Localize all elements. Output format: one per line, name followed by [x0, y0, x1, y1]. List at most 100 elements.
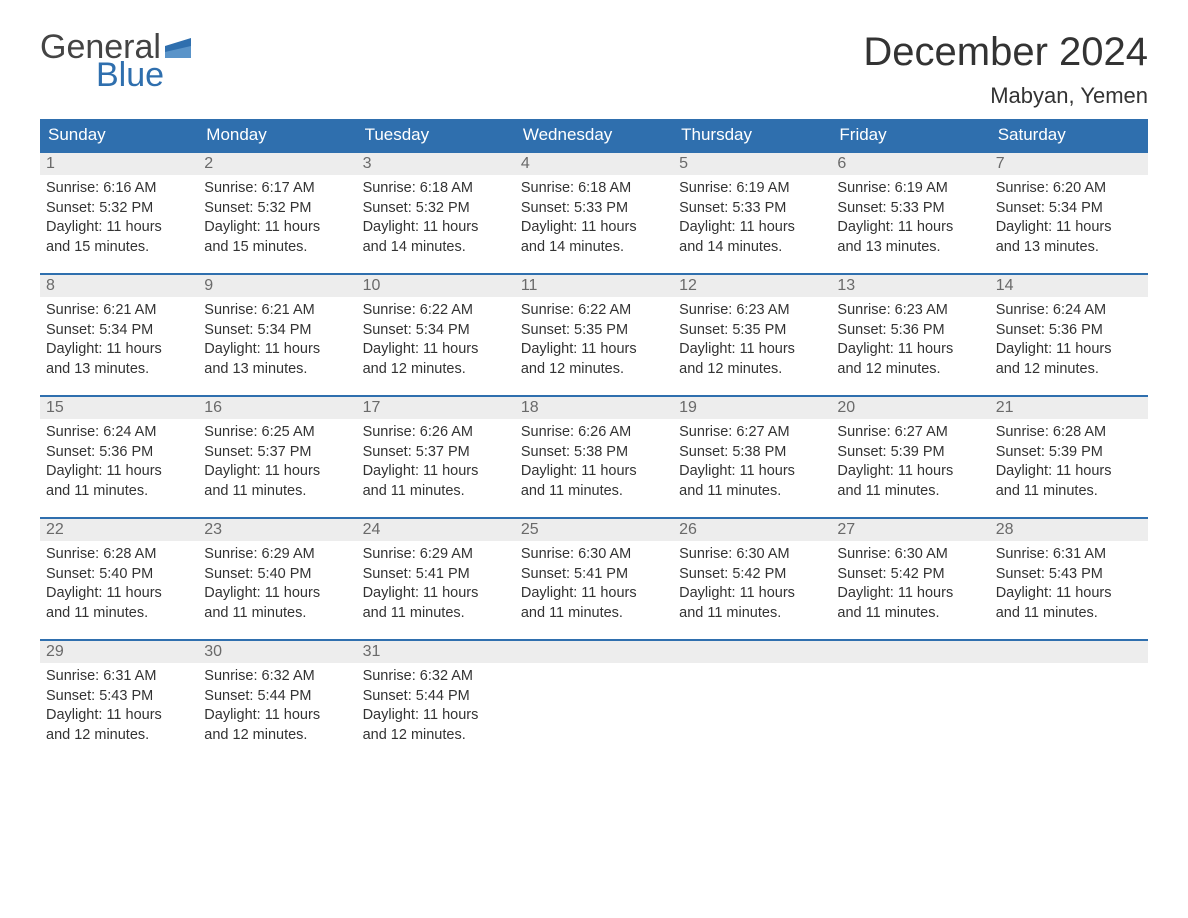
daylight-line1: Daylight: 11 hours	[46, 340, 192, 360]
day-number: 10	[357, 275, 515, 297]
daylight-line1: Daylight: 11 hours	[521, 462, 667, 482]
daylight-line1: Daylight: 11 hours	[204, 584, 350, 604]
day-details: Sunrise: 6:24 AMSunset: 5:36 PMDaylight:…	[40, 419, 198, 511]
daylight-line2: and 11 minutes.	[679, 604, 825, 624]
sunset-line: Sunset: 5:36 PM	[837, 321, 983, 341]
day-number: 8	[40, 275, 198, 297]
day-number-empty	[673, 641, 831, 663]
day-details: Sunrise: 6:23 AMSunset: 5:35 PMDaylight:…	[673, 297, 831, 389]
day-details: Sunrise: 6:22 AMSunset: 5:34 PMDaylight:…	[357, 297, 515, 389]
page-header: General Blue December 2024 Mabyan, Yemen	[40, 30, 1148, 109]
daylight-line2: and 11 minutes.	[204, 604, 350, 624]
daylight-line1: Daylight: 11 hours	[679, 584, 825, 604]
daylight-line1: Daylight: 11 hours	[996, 584, 1142, 604]
calendar-day-cell: 20Sunrise: 6:27 AMSunset: 5:39 PMDayligh…	[831, 396, 989, 518]
day-number: 22	[40, 519, 198, 541]
calendar-week-row: 1 Sunrise: 6:16 AMSunset: 5:32 PM Daylight…	[40, 152, 1148, 274]
calendar-table: Sunday Monday Tuesday Wednesday Thursday…	[40, 119, 1148, 762]
daylight-line1: Daylight: 11 hours	[363, 340, 509, 360]
sunset-line: Sunset: 5:36 PM	[46, 443, 192, 463]
calendar-day-cell: 5Sunrise: 6:19 AMSunset: 5:33 PMDaylight…	[673, 152, 831, 274]
day-number-empty	[990, 641, 1148, 663]
day-number: 7	[990, 153, 1148, 175]
sunset-line: Sunset: 5:42 PM	[679, 565, 825, 585]
sunrise-line: Sunrise: 6:31 AM	[46, 667, 192, 687]
sunrise-line: Sunrise: 6:27 AM	[837, 423, 983, 443]
day-details: Sunrise: 6:29 AMSunset: 5:41 PMDaylight:…	[357, 541, 515, 633]
calendar-day-cell	[515, 640, 673, 762]
day-number: 11	[515, 275, 673, 297]
sunrise-line: Sunrise: 6:20 AM	[996, 179, 1142, 199]
weekday-header: Wednesday	[515, 119, 673, 152]
day-number: 1	[40, 153, 198, 175]
daylight-line2: and 14 minutes.	[679, 238, 825, 258]
weekday-header: Friday	[831, 119, 989, 152]
calendar-week-row: 15Sunrise: 6:24 AMSunset: 5:36 PMDayligh…	[40, 396, 1148, 518]
sunrise-line: Sunrise: 6:29 AM	[363, 545, 509, 565]
calendar-day-cell: 9Sunrise: 6:21 AMSunset: 5:34 PMDaylight…	[198, 274, 356, 396]
calendar-week-row: 29Sunrise: 6:31 AMSunset: 5:43 PMDayligh…	[40, 640, 1148, 762]
sunrise-line: Sunrise: 6:18 AM	[363, 179, 509, 199]
day-number: 29	[40, 641, 198, 663]
sunrise-line: Sunrise: 6:26 AM	[521, 423, 667, 443]
sunrise-line: Sunrise: 6:23 AM	[679, 301, 825, 321]
day-details: Sunrise: 6:21 AMSunset: 5:34 PMDaylight:…	[40, 297, 198, 389]
daylight-line1: Daylight: 11 hours	[837, 340, 983, 360]
daylight-line2: and 11 minutes.	[46, 482, 192, 502]
day-number: 28	[990, 519, 1148, 541]
sunrise-line: Sunrise: 6:19 AM	[837, 179, 983, 199]
sunset-line: Sunset: 5:34 PM	[204, 321, 350, 341]
sunset-line: Sunset: 5:33 PM	[521, 199, 667, 219]
day-number: 13	[831, 275, 989, 297]
calendar-day-cell: 25Sunrise: 6:30 AMSunset: 5:41 PMDayligh…	[515, 518, 673, 640]
daylight-line1: Daylight: 11 hours	[679, 340, 825, 360]
day-details: Sunrise: 6:19 AMSunset: 5:33 PMDaylight:…	[831, 175, 989, 267]
daylight-line2: and 12 minutes.	[363, 360, 509, 380]
sunrise-line: Sunrise: 6:21 AM	[204, 301, 350, 321]
logo: General Blue	[40, 30, 191, 92]
sunrise-line: Sunrise: 6:25 AM	[204, 423, 350, 443]
weekday-header: Saturday	[990, 119, 1148, 152]
daylight-line2: and 14 minutes.	[521, 238, 667, 258]
sunrise-line: Sunrise: 6:18 AM	[521, 179, 667, 199]
daylight-line2: and 11 minutes.	[837, 482, 983, 502]
calendar-day-cell: 30Sunrise: 6:32 AMSunset: 5:44 PMDayligh…	[198, 640, 356, 762]
weekday-header-row: Sunday Monday Tuesday Wednesday Thursday…	[40, 119, 1148, 152]
daylight-line1: Daylight: 11 hours	[46, 462, 192, 482]
sunrise-line: Sunrise: 6:19 AM	[679, 179, 825, 199]
day-details: Sunrise: 6:18 AMSunset: 5:33 PMDaylight:…	[515, 175, 673, 267]
daylight-line1: Daylight: 11 hours	[521, 218, 667, 238]
logo-word2: Blue	[40, 58, 191, 92]
day-number: 4	[515, 153, 673, 175]
sunrise-line: Sunrise: 6:24 AM	[996, 301, 1142, 321]
sunrise-line: Sunrise: 6:22 AM	[521, 301, 667, 321]
day-details: Sunrise: 6:17 AMSunset: 5:32 PMDaylight:…	[198, 175, 356, 267]
daylight-line1: Daylight: 11 hours	[363, 706, 509, 726]
daylight-line2: and 11 minutes.	[363, 482, 509, 502]
sunset-line: Sunset: 5:32 PM	[46, 199, 192, 219]
daylight-line2: and 12 minutes.	[46, 726, 192, 746]
day-details: Sunrise: 6:31 AMSunset: 5:43 PMDaylight:…	[40, 663, 198, 755]
day-details: Sunrise: 6:28 AMSunset: 5:39 PMDaylight:…	[990, 419, 1148, 511]
calendar-day-cell: 22Sunrise: 6:28 AMSunset: 5:40 PMDayligh…	[40, 518, 198, 640]
day-number: 26	[673, 519, 831, 541]
daylight-line2: and 12 minutes.	[837, 360, 983, 380]
day-number: 23	[198, 519, 356, 541]
sunrise-line: Sunrise: 6:28 AM	[996, 423, 1142, 443]
daylight-line2: and 13 minutes.	[204, 360, 350, 380]
sunset-line: Sunset: 5:39 PM	[837, 443, 983, 463]
calendar-day-cell: 18Sunrise: 6:26 AMSunset: 5:38 PMDayligh…	[515, 396, 673, 518]
sunset-line: Sunset: 5:33 PM	[679, 199, 825, 219]
daylight-line2: and 12 minutes.	[204, 726, 350, 746]
daylight-line1: Daylight: 11 hours	[996, 218, 1142, 238]
calendar-day-cell: 15Sunrise: 6:24 AMSunset: 5:36 PMDayligh…	[40, 396, 198, 518]
daylight-line2: and 11 minutes.	[363, 604, 509, 624]
month-title: December 2024	[863, 30, 1148, 75]
day-details: Sunrise: 6:32 AMSunset: 5:44 PMDaylight:…	[357, 663, 515, 755]
calendar-day-cell: 13Sunrise: 6:23 AMSunset: 5:36 PMDayligh…	[831, 274, 989, 396]
sunrise-line: Sunrise: 6:16 AM	[46, 179, 192, 199]
sunrise-line: Sunrise: 6:31 AM	[996, 545, 1142, 565]
day-number: 5	[673, 153, 831, 175]
daylight-line2: and 12 minutes.	[521, 360, 667, 380]
sunset-line: Sunset: 5:36 PM	[996, 321, 1142, 341]
